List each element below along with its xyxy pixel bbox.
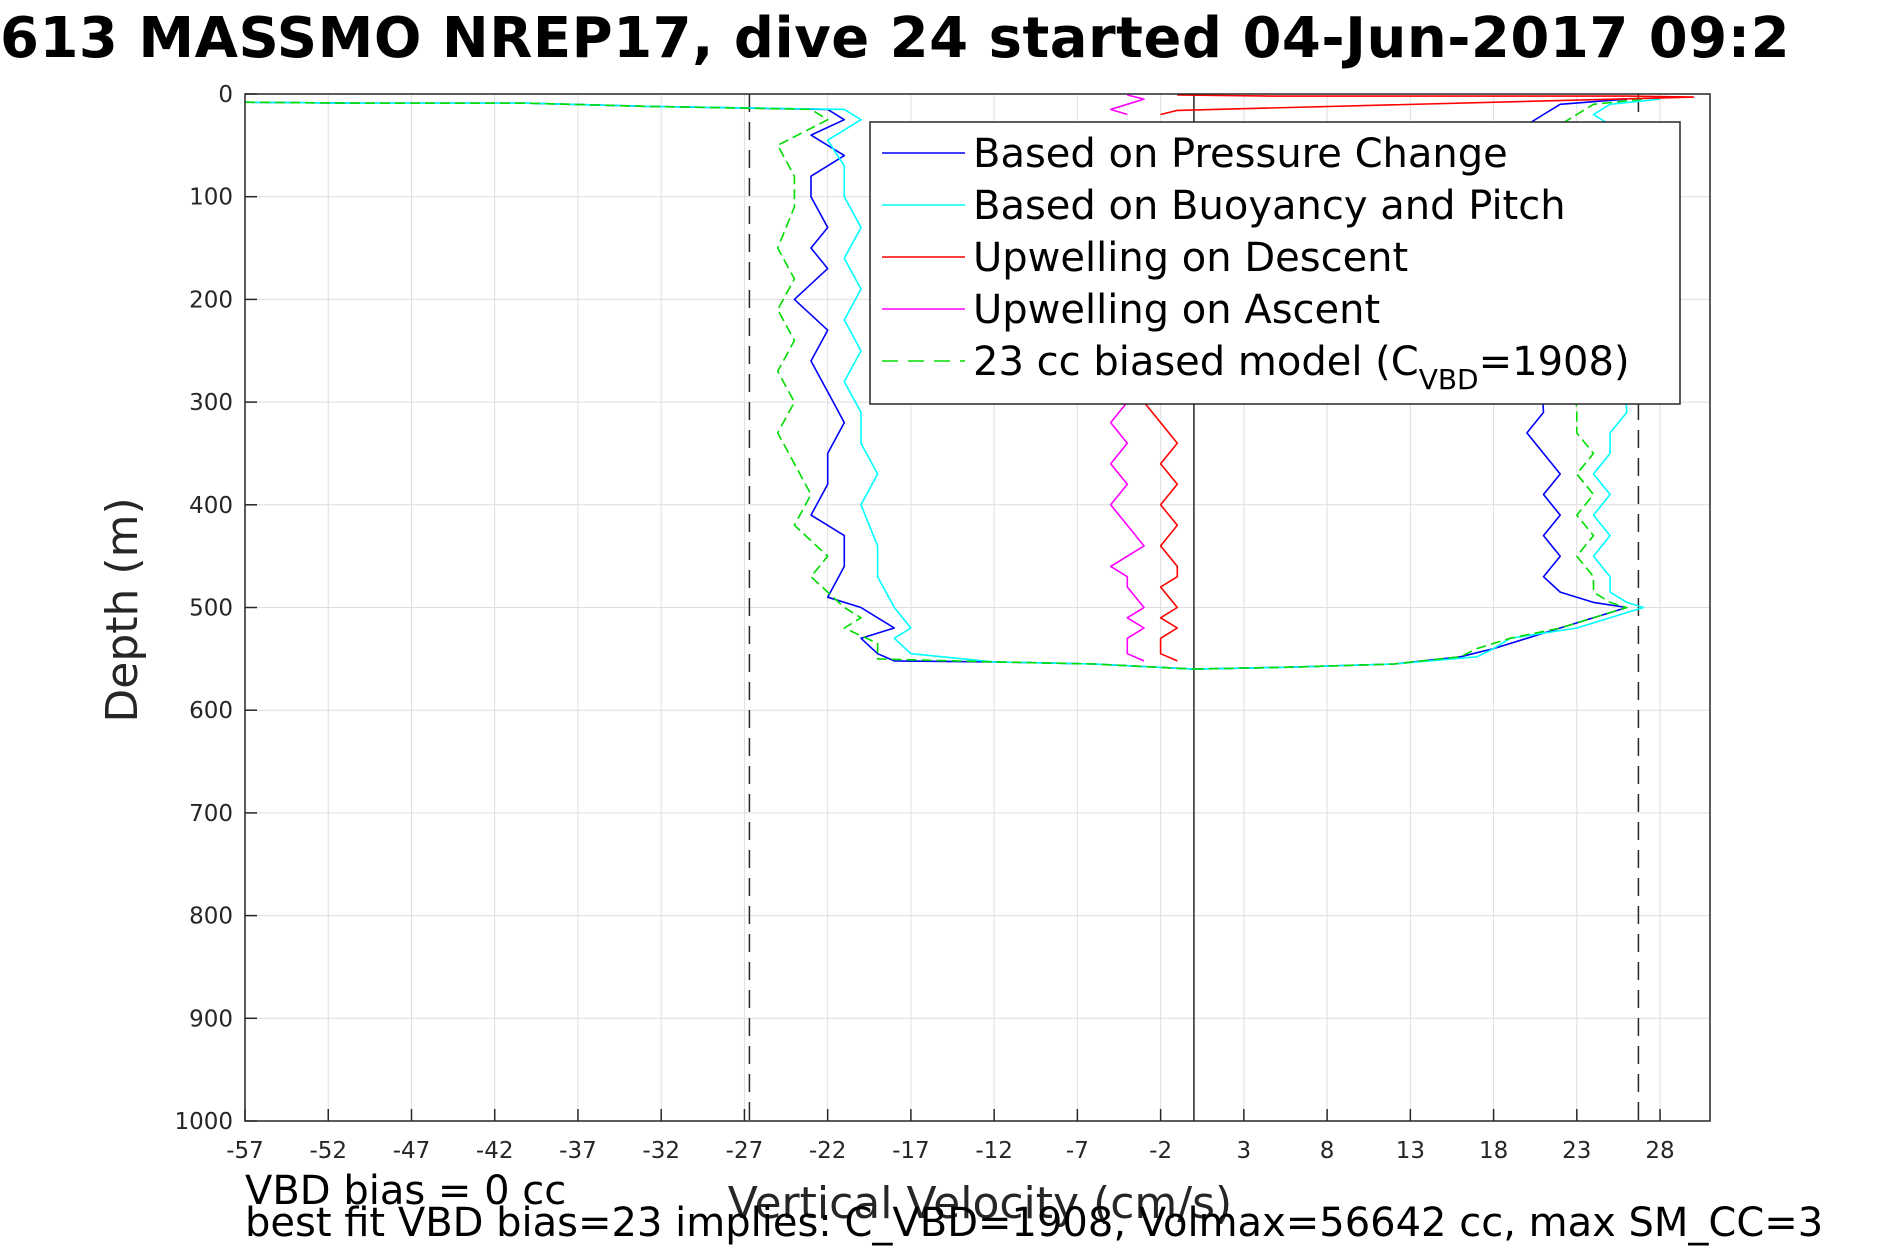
x-tick-label: -47: [393, 1138, 431, 1164]
x-axis-label: Vertical Velocity (cm/s): [728, 1178, 1232, 1229]
legend-entry-label: Upwelling on Descent: [973, 235, 1408, 281]
legend-entry-label: Based on Buoyancy and Pitch: [973, 183, 1566, 229]
y-axis-label: Depth (m): [97, 497, 148, 722]
x-tick-label: -7: [1066, 1138, 1089, 1164]
x-tick-label: 8: [1320, 1138, 1335, 1164]
x-tick-label: -27: [726, 1138, 764, 1164]
x-tick-label: -32: [642, 1138, 680, 1164]
y-tick-label: 900: [189, 1006, 233, 1032]
legend-box: [869, 121, 1681, 405]
y-tick-label: 1000: [174, 1109, 233, 1135]
x-tick-label: -42: [476, 1138, 514, 1164]
x-tick-label: 13: [1396, 1138, 1425, 1164]
x-tick-label: 23: [1562, 1138, 1591, 1164]
legend-entry-label: 23 cc biased model (CVBD=1908): [973, 339, 1630, 396]
y-tick-label: 600: [189, 698, 233, 724]
legend: Based on Pressure Change Based on Buoyanc…: [869, 121, 1681, 405]
x-tick-label: 28: [1645, 1138, 1674, 1164]
series-line: [244, 101, 1194, 670]
series-line: [244, 101, 1194, 670]
y-tick-label: 100: [189, 185, 233, 211]
y-tick-label: 400: [189, 493, 233, 519]
legend-entry-label: Upwelling on Ascent: [973, 287, 1380, 333]
series-line: [244, 101, 1194, 670]
x-tick-label: -52: [309, 1138, 347, 1164]
tick-layer: -57 -52 -47 -42 -37 -32 -27 -22 -17 -12 -7 -2 3 8 13 18…: [174, 82, 1674, 1164]
y-tick-label: 500: [189, 596, 233, 622]
chart-title: 613 MASSMO NREP17, dive 24 started 04-Ju…: [0, 6, 1791, 71]
series-line: [1160, 94, 1695, 116]
x-tick-label: -57: [226, 1138, 264, 1164]
x-tick-label: 18: [1479, 1138, 1508, 1164]
x-tick-label: -37: [559, 1138, 597, 1164]
y-tick-label: 300: [189, 390, 233, 416]
y-tick-label: 200: [189, 287, 233, 313]
best-fit-note: best fit VBD bias=23 implies: C_VBD=1908…: [245, 1200, 1824, 1246]
x-tick-label: -12: [975, 1138, 1013, 1164]
series-line: [1109, 94, 1145, 116]
x-tick-label: -17: [892, 1138, 930, 1164]
legend-entry-label: Based on Pressure Change: [973, 131, 1508, 177]
y-tick-label: 800: [189, 904, 233, 930]
y-tick-label: 0: [218, 82, 233, 108]
vbd-bias-note: VBD bias = 0 cc: [245, 1168, 567, 1214]
series-line: [1143, 401, 1179, 662]
x-tick-label: 3: [1237, 1138, 1252, 1164]
y-tick-label: 700: [189, 801, 233, 827]
x-tick-label: -22: [809, 1138, 847, 1164]
series-layer: [244, 94, 1695, 670]
x-tick-label: -2: [1149, 1138, 1172, 1164]
series-line: [1109, 401, 1145, 662]
